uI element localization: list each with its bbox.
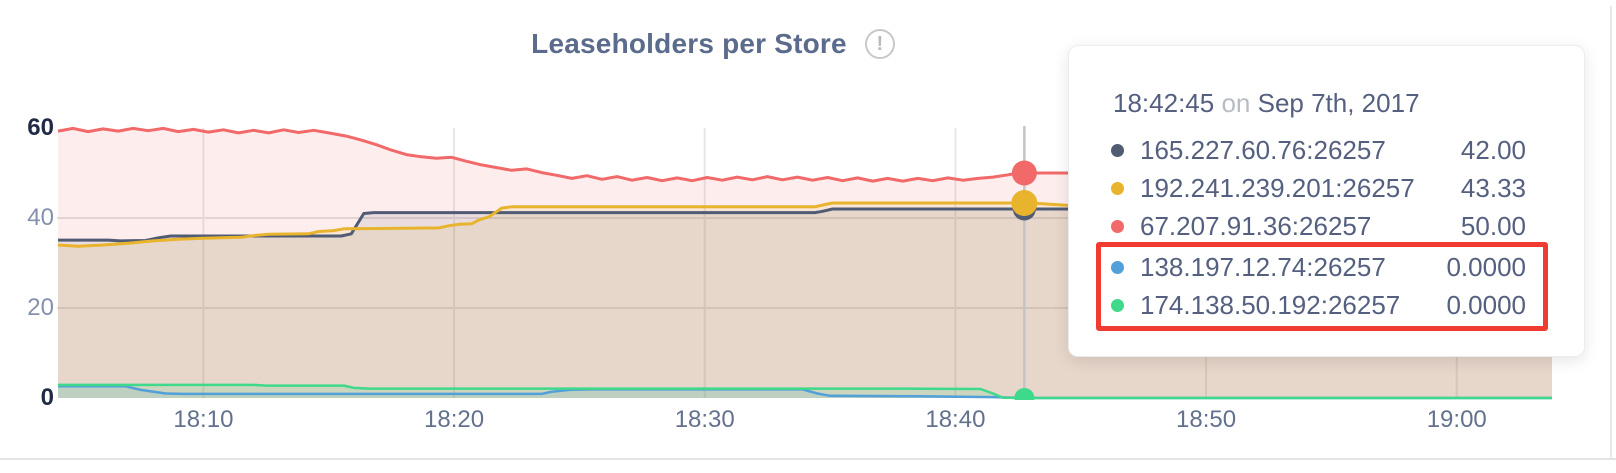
tooltip-conjunction: on bbox=[1221, 88, 1251, 118]
series-address: 67.207.91.36:26257 bbox=[1140, 210, 1372, 241]
info-icon[interactable]: ! bbox=[864, 29, 895, 59]
series-value: 43.33 bbox=[1460, 172, 1526, 203]
tooltip-rows: 165.227.60.76:26257 42.00 192.241.239.201:… bbox=[1069, 131, 1584, 321]
hover-dot-192.241.239.201:26257 bbox=[1011, 190, 1038, 217]
series-address: 138.197.12.74:26257 bbox=[1140, 251, 1386, 282]
series-color-dot bbox=[1111, 219, 1124, 233]
y-tick-label-40: 40 bbox=[27, 204, 54, 231]
x-tick-label-18:50: 18:50 bbox=[1176, 406, 1237, 433]
chart-title: Leaseholders per Store bbox=[531, 28, 847, 59]
series-color-dot bbox=[1111, 260, 1124, 274]
y-tick-label-60: 60 bbox=[27, 114, 54, 141]
x-tick-label-18:30: 18:30 bbox=[674, 406, 735, 433]
y-tick-label-20: 20 bbox=[27, 294, 54, 321]
tooltip-time: 18:42:45 bbox=[1113, 88, 1215, 118]
hover-tooltip: 18:42:45 on Sep 7th, 2017 165.227.60.76:… bbox=[1068, 45, 1585, 357]
series-line-174.138.50.192:26257 bbox=[58, 383, 1552, 400]
x-tick-label-18:10: 18:10 bbox=[173, 406, 234, 433]
series-value: 0.0000 bbox=[1446, 251, 1526, 282]
card-right-border bbox=[1610, 6, 1612, 458]
tooltip-row: 138.197.12.74:26257 0.0000 bbox=[1069, 248, 1584, 286]
series-line-192.241.239.201:26257 bbox=[57, 201, 1552, 248]
y-tick-label-0: 0 bbox=[40, 384, 54, 411]
tooltip-row: 165.227.60.76:26257 42.00 bbox=[1069, 131, 1584, 169]
tooltip-row: 192.241.239.201:26257 43.33 bbox=[1069, 169, 1584, 207]
card-bottom-divider bbox=[0, 458, 1616, 460]
series-value: 50.00 bbox=[1460, 210, 1526, 241]
tooltip-timestamp: 18:42:45 on Sep 7th, 2017 bbox=[1113, 88, 1420, 118]
tooltip-row: 67.207.91.36:26257 50.00 bbox=[1069, 207, 1584, 245]
series-address: 165.227.60.76:26257 bbox=[1140, 134, 1386, 165]
tooltip-row: 174.138.50.192:26257 0.0000 bbox=[1069, 286, 1584, 324]
series-value: 0.0000 bbox=[1446, 289, 1526, 320]
series-line-67.207.91.36:26257 bbox=[57, 126, 1552, 183]
chart-title-row: Leaseholders per Store ! bbox=[0, 28, 1426, 60]
hover-dot-174.138.50.192:26257 bbox=[1014, 388, 1035, 400]
x-tick-label-18:40: 18:40 bbox=[925, 406, 986, 433]
series-line-165.227.60.76:26257 bbox=[58, 207, 1552, 243]
series-color-dot bbox=[1111, 181, 1124, 195]
series-value: 42.00 bbox=[1460, 134, 1526, 165]
series-address: 174.138.50.192:26257 bbox=[1140, 289, 1401, 320]
series-address: 192.241.239.201:26257 bbox=[1140, 172, 1415, 203]
hover-dot-67.207.91.36:26257 bbox=[1011, 160, 1037, 186]
tooltip-date: Sep 7th, 2017 bbox=[1257, 88, 1420, 118]
series-color-dot bbox=[1111, 298, 1124, 312]
series-color-dot bbox=[1111, 143, 1124, 157]
x-tick-label-19:00: 19:00 bbox=[1426, 406, 1487, 433]
x-tick-label-18:20: 18:20 bbox=[424, 406, 485, 433]
